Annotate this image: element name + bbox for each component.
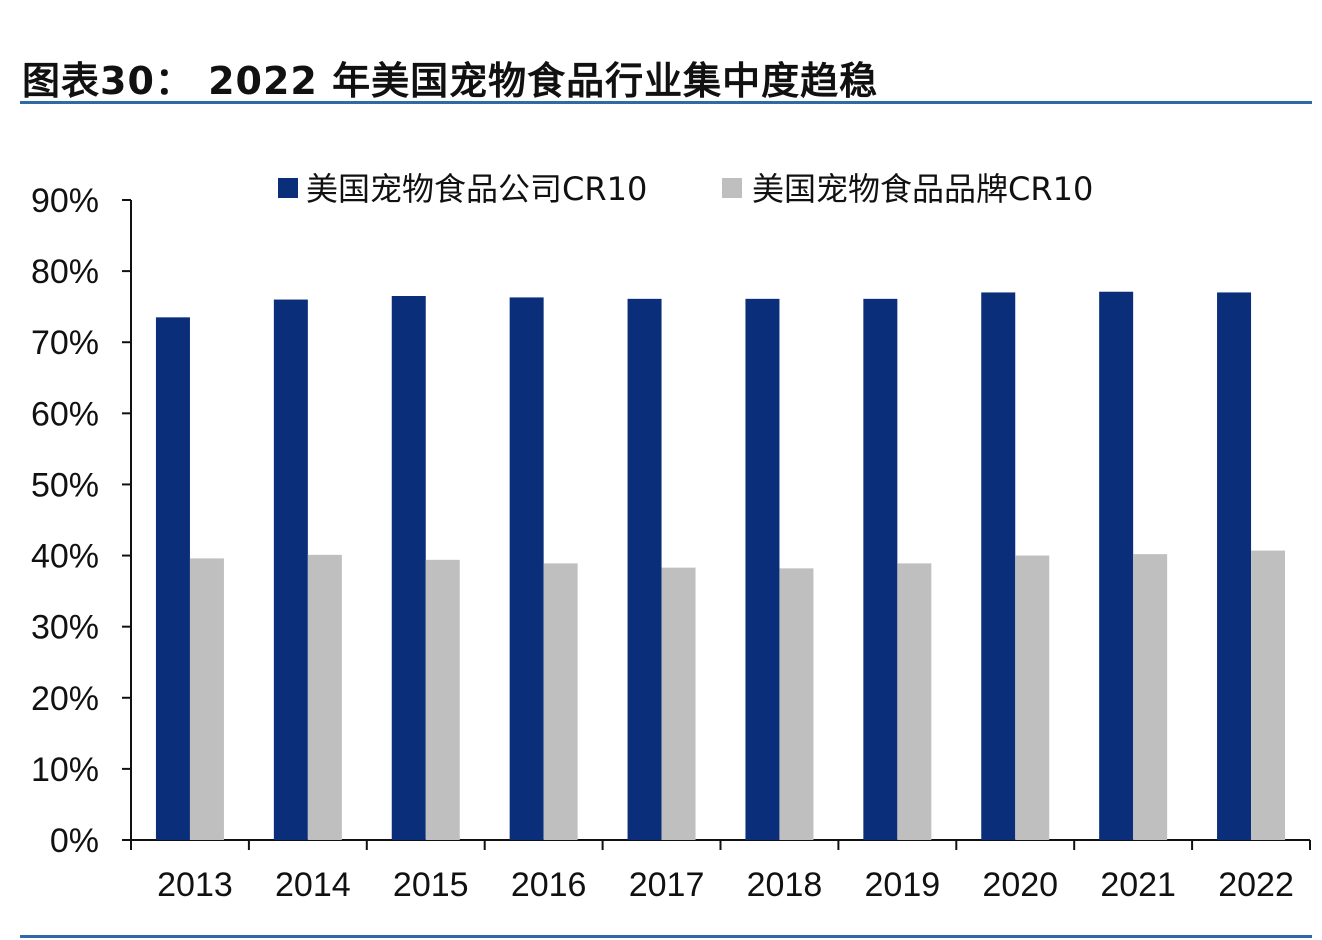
legend-label-brand-cr10: 美国宠物食品品牌CR10 [752,170,1093,208]
bar-brand-cr10 [661,567,696,840]
legend-swatch-company-cr10 [278,178,298,198]
x-tick-label: 2020 [982,866,1058,904]
footer-divider [20,935,1312,938]
y-tick-label: 10% [31,751,99,789]
y-tick-label: 20% [31,680,99,718]
y-tick-label: 50% [31,466,99,504]
y-tick-label: 30% [31,609,99,647]
bar-brand-cr10 [1015,555,1050,840]
legend: 美国宠物食品公司CR10 美国宠物食品品牌CR10 [278,170,1093,208]
x-axis: 2013 2014 2015 2016 2017 2018 2019 2020 2021 2022 [130,839,1311,904]
bar-company-cr10 [1217,292,1252,840]
bar-company-cr10 [509,297,544,840]
bar-brand-cr10 [1133,554,1168,840]
bar-company-cr10 [273,299,308,840]
x-tick-label: 2014 [275,866,351,904]
bars [155,291,1286,840]
y-tick-label: 90% [31,182,99,220]
y-tick-label: 80% [31,253,99,291]
bar-brand-cr10 [543,563,578,840]
title-divider [20,101,1312,104]
legend-swatch-brand-cr10 [722,178,742,198]
bar-brand-cr10 [307,554,342,840]
bar-company-cr10 [627,298,662,840]
bar-company-cr10 [391,296,426,840]
bar-company-cr10 [745,298,780,840]
bar-brand-cr10 [779,568,814,840]
x-tick-label: 2013 [157,866,233,904]
x-tick-label: 2018 [747,866,823,904]
x-tick-label: 2021 [1100,866,1176,904]
legend-label-company-cr10: 美国宠物食品公司CR10 [306,170,647,208]
bar-company-cr10 [1099,291,1134,840]
x-tick-label: 2019 [865,866,941,904]
y-tick-label: 70% [31,324,99,362]
bar-company-cr10 [981,292,1016,840]
bar-company-cr10 [155,317,190,840]
bar-brand-cr10 [1251,550,1286,840]
bar-brand-cr10 [189,558,224,840]
y-axis: 0% 10% 20% 30% 40% 50% 60% 70% 80% 90% [31,182,132,860]
y-tick-label: 40% [31,538,99,576]
bar-brand-cr10 [425,559,460,840]
x-tick-label: 2016 [511,866,587,904]
figure-title: 图表30： 2022 年美国宠物食品行业集中度趋稳 [22,59,879,103]
y-tick-label: 60% [31,395,99,433]
x-tick-label: 2017 [629,866,705,904]
x-tick-label: 2022 [1218,866,1294,904]
x-tick-label: 2015 [393,866,469,904]
bar-brand-cr10 [897,563,932,840]
y-tick-label: 0% [50,822,99,860]
bar-company-cr10 [863,298,898,840]
